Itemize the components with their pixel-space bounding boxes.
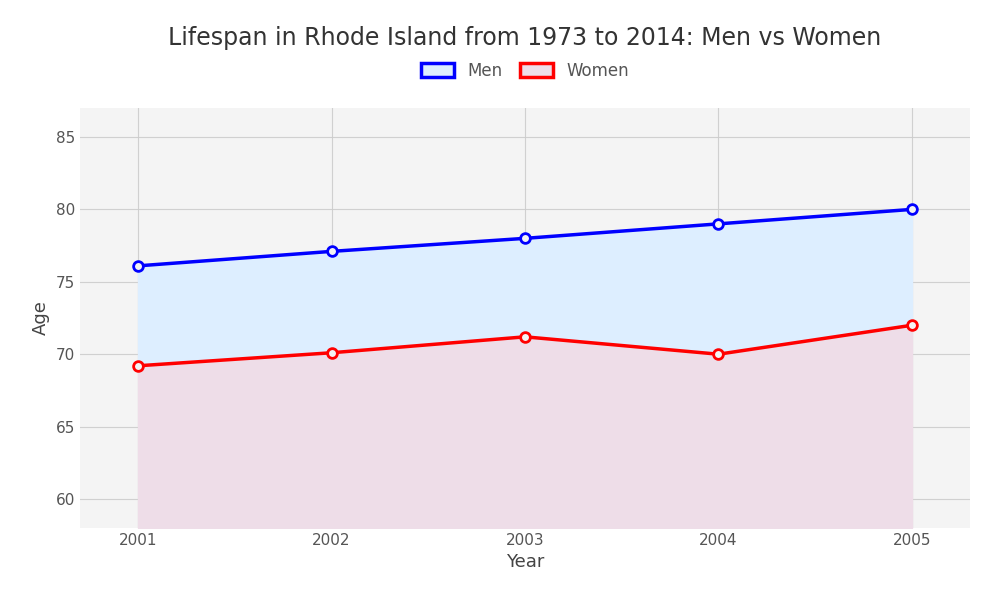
Title: Lifespan in Rhode Island from 1973 to 2014: Men vs Women: Lifespan in Rhode Island from 1973 to 20… xyxy=(168,26,882,50)
Y-axis label: Age: Age xyxy=(32,301,50,335)
X-axis label: Year: Year xyxy=(506,553,544,571)
Legend: Men, Women: Men, Women xyxy=(421,62,629,80)
